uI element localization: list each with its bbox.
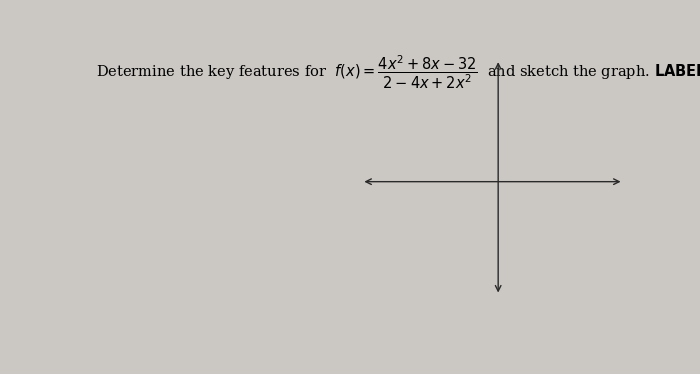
- Text: Determine the key features for  $f(x)=\dfrac{4x^2+8x-32}{2-4x+2x^2}$  and sketch: Determine the key features for $f(x)=\df…: [96, 53, 700, 92]
